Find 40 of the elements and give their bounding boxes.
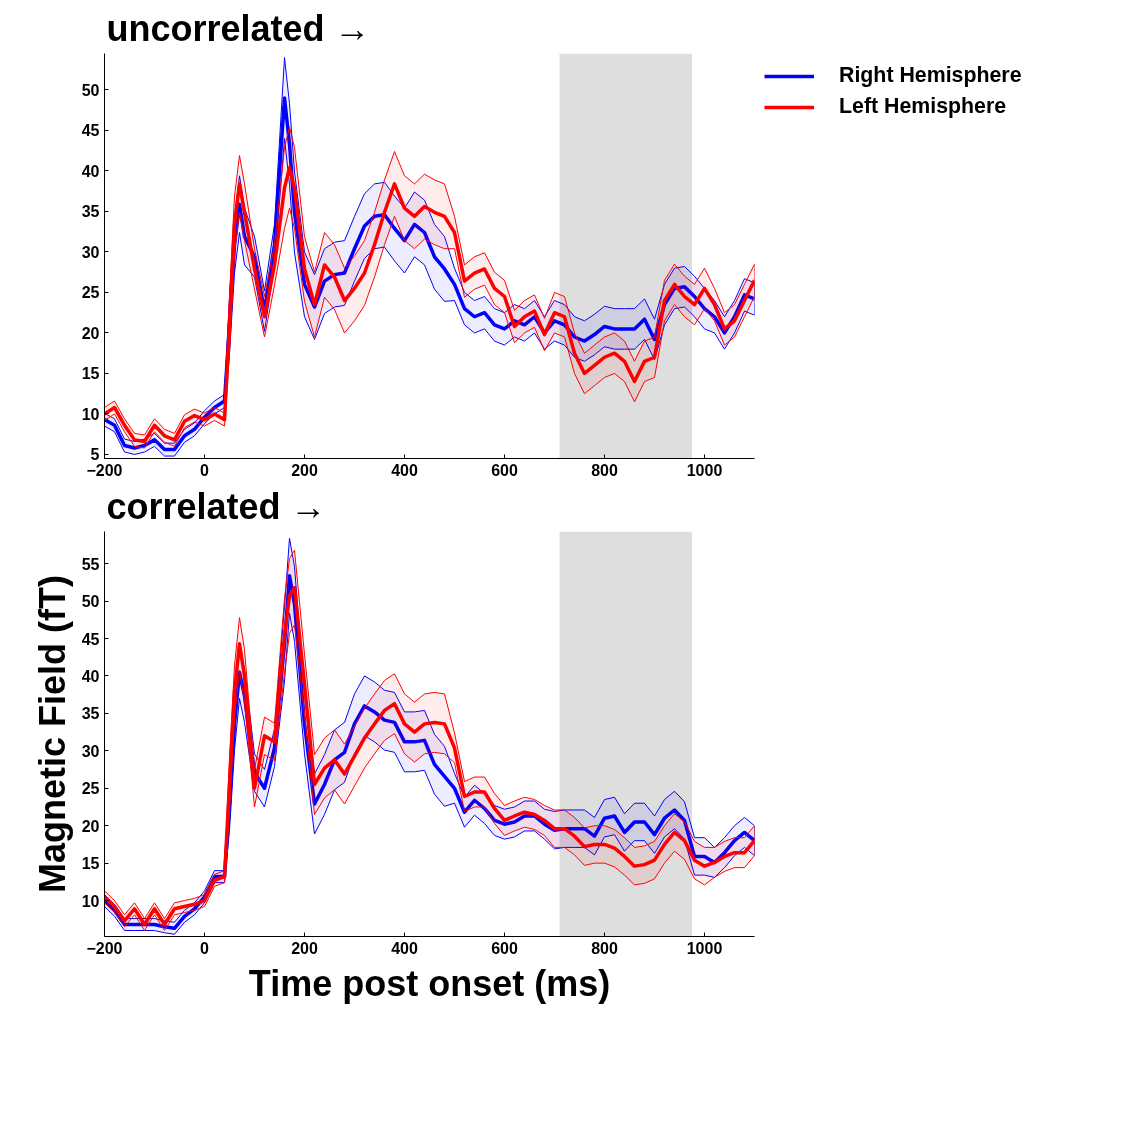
x-tick-label: 600: [491, 939, 518, 957]
x-tick-label: 0: [200, 939, 210, 957]
x-tick-label: 400: [391, 939, 418, 957]
chart-title: uncorrelated →: [106, 7, 371, 49]
x-axis-title: Time post onset (ms): [248, 962, 611, 1004]
y-tick-label: 25: [81, 780, 100, 798]
y-tick-label: 15: [81, 855, 100, 873]
y-tick-label: 25: [81, 284, 100, 302]
y-tick-label: 40: [81, 667, 100, 685]
x-tick-label: 600: [491, 461, 518, 479]
x-tick-label: 1000: [686, 939, 723, 957]
legend-label: Left Hemisphere: [839, 94, 1007, 119]
y-tick-label: 50: [81, 81, 100, 99]
y-tick-label: 45: [81, 122, 100, 140]
y-tick-label: 30: [81, 243, 100, 261]
x-tick-label: 200: [291, 461, 318, 479]
y-tick-label: 50: [81, 593, 100, 611]
y-tick-label: 10: [81, 405, 100, 423]
y-tick-label: 5: [90, 446, 100, 464]
y-tick-label: 55: [81, 555, 100, 573]
y-tick-label: 20: [81, 324, 100, 342]
x-tick-label: 0: [200, 461, 210, 479]
y-tick-label: 35: [81, 203, 100, 221]
x-tick-label: 1000: [686, 461, 723, 479]
x-tick-label: 800: [591, 461, 618, 479]
y-tick-label: 15: [81, 365, 100, 383]
y-tick-label: 10: [81, 892, 100, 910]
y-tick-label: 40: [81, 162, 100, 180]
y-tick-label: 20: [81, 817, 100, 835]
y-tick-label: 35: [81, 705, 100, 723]
x-tick-label: 200: [291, 939, 318, 957]
y-tick-label: 30: [81, 742, 100, 760]
y-tick-label: 45: [81, 630, 100, 648]
y-axis-title: Magnetic Field (fT): [31, 574, 73, 893]
x-tick-label: −200: [86, 461, 123, 479]
x-tick-label: −200: [86, 939, 123, 957]
chart-title: correlated →: [106, 485, 327, 527]
legend-label: Right Hemisphere: [839, 63, 1022, 88]
x-tick-label: 800: [591, 939, 618, 957]
x-tick-label: 400: [391, 461, 418, 479]
